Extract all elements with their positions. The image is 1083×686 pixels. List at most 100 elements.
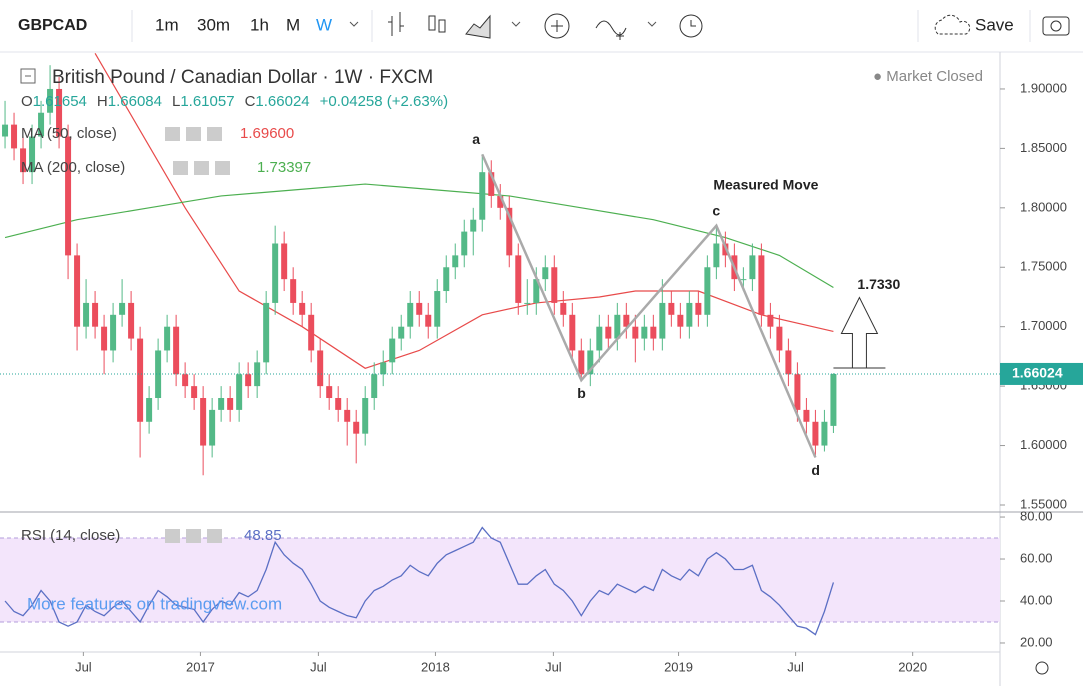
- interval-active[interactable]: W: [316, 15, 332, 34]
- camera-icon[interactable]: [1042, 16, 1070, 36]
- x-tick-label: Jul: [75, 659, 92, 674]
- legend-button[interactable]: [186, 127, 201, 141]
- dropdown[interactable]: [349, 21, 359, 27]
- candle-body: [38, 112, 45, 137]
- candle-body: [614, 314, 621, 339]
- legend-button[interactable]: [207, 127, 222, 141]
- plot: [0, 53, 1000, 636]
- ma-value: 1.73397: [257, 159, 311, 176]
- candle-body: [695, 302, 702, 315]
- y-tick-label: 1.55000: [1020, 496, 1067, 511]
- legend-button[interactable]: [173, 161, 188, 175]
- candle-body: [740, 279, 747, 281]
- wave-label: a: [472, 131, 480, 147]
- last-price-tag: [1000, 362, 1083, 385]
- legend-button[interactable]: [186, 529, 201, 543]
- ohlc-key: L: [172, 93, 180, 110]
- x-tick-label: Jul: [545, 659, 562, 674]
- candle-body: [632, 326, 639, 339]
- dropdown[interactable]: [511, 21, 521, 27]
- candle-body: [623, 314, 630, 327]
- candle-body: [578, 350, 585, 375]
- candle-body: [398, 326, 405, 339]
- candle-body: [650, 326, 657, 339]
- candle-body: [191, 386, 198, 399]
- candle-body: [236, 374, 243, 410]
- interval[interactable]: M: [286, 15, 300, 34]
- candle-body: [587, 350, 594, 375]
- legend-button[interactable]: [207, 529, 222, 543]
- y-tick-label: 1.60000: [1020, 437, 1067, 452]
- candle-body: [677, 314, 684, 327]
- candle-body: [641, 326, 648, 339]
- dropdown[interactable]: [647, 21, 657, 27]
- compare-icon[interactable]: [595, 20, 627, 40]
- candle-body: [389, 338, 396, 363]
- cloud-icon[interactable]: [934, 14, 971, 35]
- ohlc-value: 1.66024: [255, 93, 309, 110]
- ma-value: 1.69600: [240, 125, 294, 142]
- candle-body: [785, 350, 792, 375]
- bars-icon[interactable]: [388, 12, 404, 36]
- interval[interactable]: 30m: [197, 15, 230, 34]
- candle-body: [506, 207, 513, 256]
- ohlc-key: O: [21, 93, 33, 110]
- legend: British Pound / Canadian Dollar · 1W · F…: [20, 67, 983, 88]
- candle-body: [812, 421, 819, 446]
- candle-body: [569, 314, 576, 351]
- candle-body: [767, 314, 774, 327]
- legend-button[interactable]: [165, 127, 180, 141]
- candle-body: [56, 88, 63, 137]
- candle-body: [758, 255, 765, 315]
- toolbar: GBPCAD 1m 30m 1h M W Save: [0, 10, 1083, 53]
- y-tick-label: 1.90000: [1020, 80, 1067, 95]
- candle-body: [542, 267, 549, 280]
- x-tick-label: 2017: [186, 659, 215, 674]
- candle-body: [263, 302, 270, 363]
- indicators-icon[interactable]: [544, 13, 570, 39]
- candle-body: [470, 219, 477, 232]
- candle-body: [461, 231, 468, 256]
- wave-label: d: [811, 462, 820, 478]
- legend-button[interactable]: [194, 161, 209, 175]
- settings-icon[interactable]: [1035, 661, 1049, 675]
- save[interactable]: Save: [975, 15, 1014, 34]
- alert-icon[interactable]: [679, 14, 703, 38]
- chart-title: British Pound / Canadian Dollar · 1W · F…: [52, 67, 433, 88]
- x-tick-label: 2019: [664, 659, 693, 674]
- interval[interactable]: 1m: [155, 15, 179, 34]
- symbol[interactable]: GBPCAD: [18, 17, 87, 34]
- candle-body: [659, 302, 666, 339]
- candle-body: [479, 172, 486, 220]
- candle-body: [344, 409, 351, 422]
- wave-line: [481, 153, 817, 458]
- candle-body: [164, 326, 171, 351]
- change: +0.04258 (+2.63%): [320, 93, 448, 110]
- y-tick-label: 1.80000: [1020, 199, 1067, 214]
- candle-body: [173, 326, 180, 375]
- candle-body: [335, 398, 342, 410]
- area-icon[interactable]: [465, 14, 491, 39]
- candle-body: [299, 302, 306, 315]
- candles-icon[interactable]: [428, 15, 436, 31]
- candle-body: [119, 302, 126, 315]
- legend-button[interactable]: [165, 529, 180, 543]
- interval[interactable]: 1h: [250, 15, 269, 34]
- candle-body: [686, 302, 693, 327]
- candle-body: [2, 124, 9, 137]
- candle-body: [254, 362, 261, 387]
- candle-body: [749, 255, 756, 280]
- y-tick-label: 1.85000: [1020, 140, 1067, 155]
- candles-icon[interactable]: [438, 19, 446, 33]
- candle-body: [803, 409, 810, 422]
- candle-body: [227, 398, 234, 410]
- ma-legend: MA (200, close): [21, 159, 125, 176]
- candle-body: [794, 374, 801, 410]
- candle-body: [452, 255, 459, 268]
- legend-button[interactable]: [215, 161, 230, 175]
- watermark: More features on tradingview.com: [27, 594, 282, 613]
- candle-body: [281, 243, 288, 280]
- ohlc-key: H: [97, 93, 108, 110]
- candle-body: [101, 326, 108, 351]
- candle-body: [74, 255, 81, 327]
